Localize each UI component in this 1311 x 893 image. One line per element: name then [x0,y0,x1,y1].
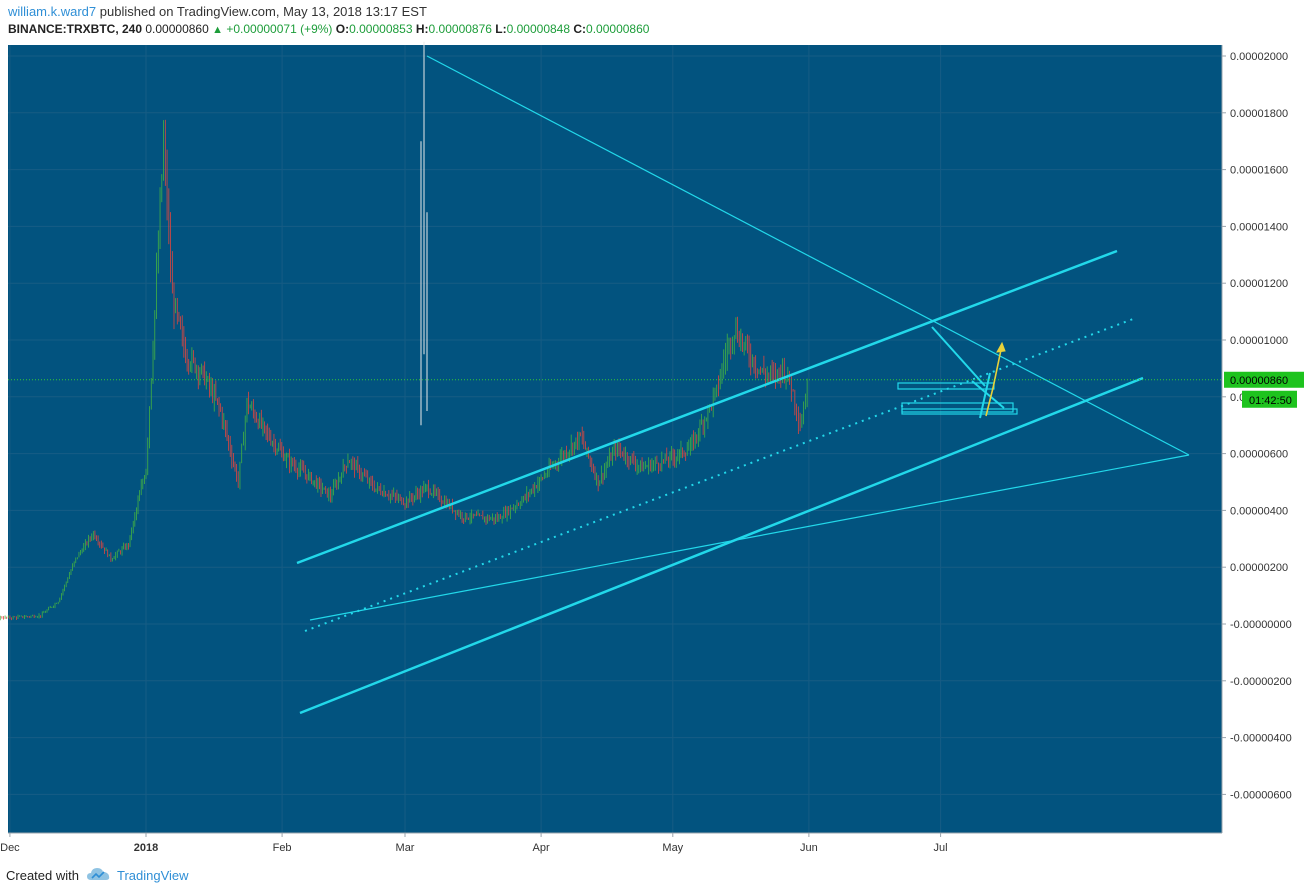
high-value: 0.00000876 [428,22,492,36]
last-price-value: 0.00000860 [145,22,209,36]
price-axis[interactable]: 0.00002000 0.00001800 0.00001600 0.00001400… [1221,45,1292,833]
open-label: O: [335,22,350,36]
price-tick-label: 0.00000400 [1230,505,1288,517]
last-price-tag [1224,371,1304,388]
time-tick-label: 2018 [134,842,158,854]
high-label: H: [415,22,429,36]
low-value: 0.00000848 [506,22,571,36]
price-tick-label: -0.00000000 [1230,619,1292,631]
breakout-line [979,372,991,419]
trend-drawings [296,55,1190,715]
chart-grid [8,45,1222,833]
close-label: C: [573,22,587,36]
triangle-upper-line [426,55,1190,456]
support-zone-box [901,408,1018,415]
time-tick-label: Jun [800,842,818,854]
countdown-tag [1242,390,1297,408]
triangle-lower-line [309,454,1190,621]
close-value: 0.00000860 [586,22,650,36]
author-link[interactable]: william.k.ward7 [8,4,97,19]
symbol-label: BINANCE:TRXBTC, 240 [8,22,143,36]
price-tick-label: -0.00000600 [1230,789,1292,801]
price-tick-label: 0.00001200 [1230,278,1288,290]
change-value: +0.00000071 (+9%) [226,22,333,36]
channel-upper-line [296,249,1118,565]
price-tick-label: 0.00001600 [1230,165,1288,177]
time-tick-label: Dec [0,842,20,854]
countdown-tag-label: 01:42:50 [1249,395,1292,407]
candle-series [0,41,808,621]
published-text: published on TradingView.com, May 13, 20… [99,4,427,19]
channel-midline [304,318,1134,632]
price-tick-label: 0.00001800 [1230,108,1288,120]
time-tick-label: Feb [273,842,292,854]
time-axis[interactable]: NovDec2018FebMarAprMayJunJul [0,832,1222,854]
price-tick-label: -0.00000400 [1230,733,1292,745]
price-tick-label: 0.00000600 [1230,449,1288,461]
price-tick-label: 0.00001000 [1230,335,1288,347]
time-tick-label: May [662,842,683,854]
footer: Created with TradingView [6,867,189,884]
channel-lower-line [299,376,1144,715]
support-zone-box [901,402,1014,413]
price-tick-label: 0.00000200 [1230,562,1288,574]
last-price-tag-label: 0.00000860 [1230,375,1288,387]
open-value: 0.00000853 [349,22,413,36]
low-label: L: [495,22,507,36]
time-tick-label: Mar [396,842,415,854]
projection-arrow-head [996,341,1006,353]
tradingview-brand-link[interactable]: TradingView [116,868,189,883]
ohlc-legend: BINANCE:TRXBTC, 240 0.00000860 ▲ +0.0000… [8,22,649,36]
up-triangle-icon: ▲ [212,24,223,36]
chart-background [8,45,1222,833]
price-tick-label: -0.00000200 [1230,676,1292,688]
price-tick-label: 0.00002000 [1230,51,1288,63]
wedge-upper-line [931,326,986,387]
chart-publication-line: william.k.ward7 published on TradingView… [8,4,427,19]
created-with-text: Created with [6,868,79,883]
price-tags: 0.00000860 01:42:50 [8,371,1304,408]
tradingview-cloud-icon [86,867,111,884]
time-tick-label: Jul [934,842,948,854]
projection-arrow [985,344,1003,417]
price-tick-label: 0.00001400 [1230,221,1288,233]
time-tick-label: Apr [533,842,550,854]
